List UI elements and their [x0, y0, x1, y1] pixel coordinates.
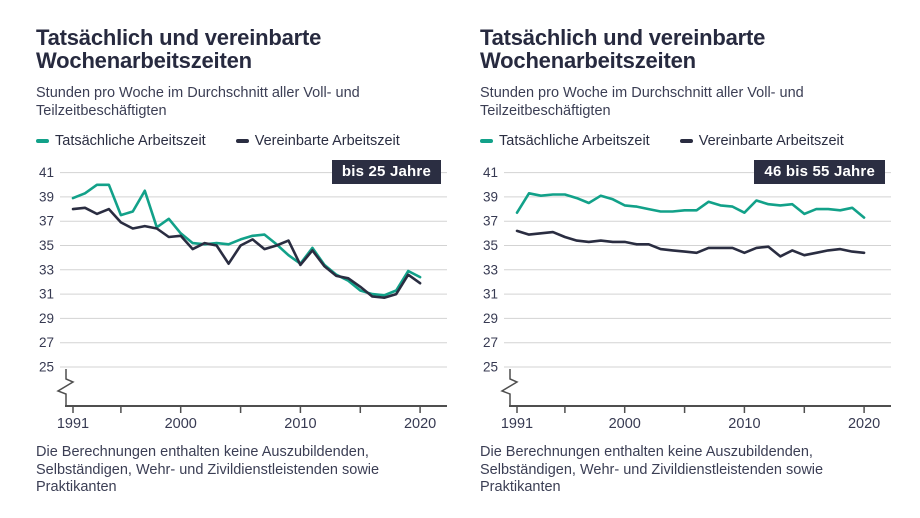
series-line-1 — [515, 229, 866, 258]
y-tick-label: 39 — [39, 189, 54, 204]
chart-area: 41 39 37 35 33 31 29 27 25 1991 2000 2010 2020 46 bi… — [480, 158, 894, 436]
y-tick-label: 35 — [483, 238, 498, 253]
chart-area: 41 39 37 35 33 31 29 27 25 1991 2000 2010 2020 bis 2… — [36, 158, 450, 436]
axis-break-icon — [500, 369, 519, 406]
age-group-badge: bis 25 Jahre — [331, 160, 441, 184]
legend-label: Tatsächliche Arbeitszeit — [55, 133, 206, 149]
y-tick-label: 25 — [483, 360, 498, 375]
series-line-0 — [515, 191, 866, 219]
teal-line-swatch-icon — [480, 139, 493, 143]
y-tick-label: 39 — [483, 189, 498, 204]
x-tick-label: 2000 — [165, 416, 197, 432]
y-tick-label: 33 — [483, 262, 498, 277]
navy-line-swatch-icon — [679, 139, 693, 143]
y-tick-label: 27 — [39, 335, 54, 350]
legend-item-actual: Tatsächliche Arbeitszeit — [36, 133, 206, 149]
axis-break-icon — [56, 369, 75, 406]
line-chart: 41 39 37 35 33 31 29 27 25 1991 2000 2010 2020 — [483, 165, 891, 432]
y-tick-label: 25 — [39, 360, 54, 375]
y-tick-label: 37 — [39, 214, 54, 229]
chart-footnote: Die Berechnungen enthalten keine Auszubi… — [480, 444, 824, 495]
legend-item-agreed: Vereinbarte Arbeitszeit — [679, 133, 844, 149]
legend-label: Vereinbarte Arbeitszeit — [254, 133, 400, 149]
y-tick-label: 29 — [39, 311, 54, 326]
age-group-badge: 46 bis 55 Jahre — [754, 160, 885, 184]
legend: Tatsächliche Arbeitszeit Vereinbarte Arb… — [480, 132, 894, 150]
chart-panel-young: Tatsächlich und vereinbarte Wochenarbeit… — [36, 26, 450, 497]
x-tick-label: 2010 — [728, 416, 760, 432]
legend-label: Tatsächliche Arbeitszeit — [499, 133, 650, 149]
y-tick-label: 27 — [483, 335, 498, 350]
line-chart: 41 39 37 35 33 31 29 27 25 1991 2000 2010 2020 — [39, 165, 447, 432]
legend-label: Vereinbarte Arbeitszeit — [698, 133, 844, 149]
y-tick-label: 37 — [483, 214, 498, 229]
legend-item-agreed: Vereinbarte Arbeitszeit — [235, 133, 400, 149]
x-tick-label: 2000 — [609, 416, 641, 432]
y-tick-label: 41 — [39, 165, 54, 180]
x-tick-label: 2010 — [284, 416, 316, 432]
x-tick-label: 2020 — [848, 416, 880, 432]
x-tick-label: 1991 — [57, 416, 89, 432]
y-tick-label: 29 — [483, 311, 498, 326]
series-line-1 — [71, 206, 422, 299]
legend: Tatsächliche Arbeitszeit Vereinbarte Arb… — [36, 132, 450, 150]
y-tick-label: 33 — [39, 262, 54, 277]
chart-subtitle: Stunden pro Woche im Durchschnitt aller … — [36, 85, 360, 119]
navy-line-swatch-icon — [235, 139, 249, 143]
chart-subtitle: Stunden pro Woche im Durchschnitt aller … — [480, 85, 804, 119]
x-tick-label: 2020 — [404, 416, 436, 432]
legend-item-actual: Tatsächliche Arbeitszeit — [480, 133, 650, 149]
chart-panel-middle-aged: Tatsächlich und vereinbarte Wochenarbeit… — [480, 26, 894, 497]
y-tick-label: 31 — [483, 287, 498, 302]
y-tick-label: 31 — [39, 287, 54, 302]
series-line-0 — [71, 183, 422, 297]
chart-title: Tatsächlich und vereinbarte Wochenarbeit… — [480, 25, 766, 73]
chart-title: Tatsächlich und vereinbarte Wochenarbeit… — [36, 25, 322, 73]
x-tick-label: 1991 — [501, 416, 533, 432]
chart-footnote: Die Berechnungen enthalten keine Auszubi… — [36, 444, 380, 495]
y-tick-label: 35 — [39, 238, 54, 253]
y-tick-label: 41 — [483, 165, 498, 180]
teal-line-swatch-icon — [36, 139, 49, 143]
